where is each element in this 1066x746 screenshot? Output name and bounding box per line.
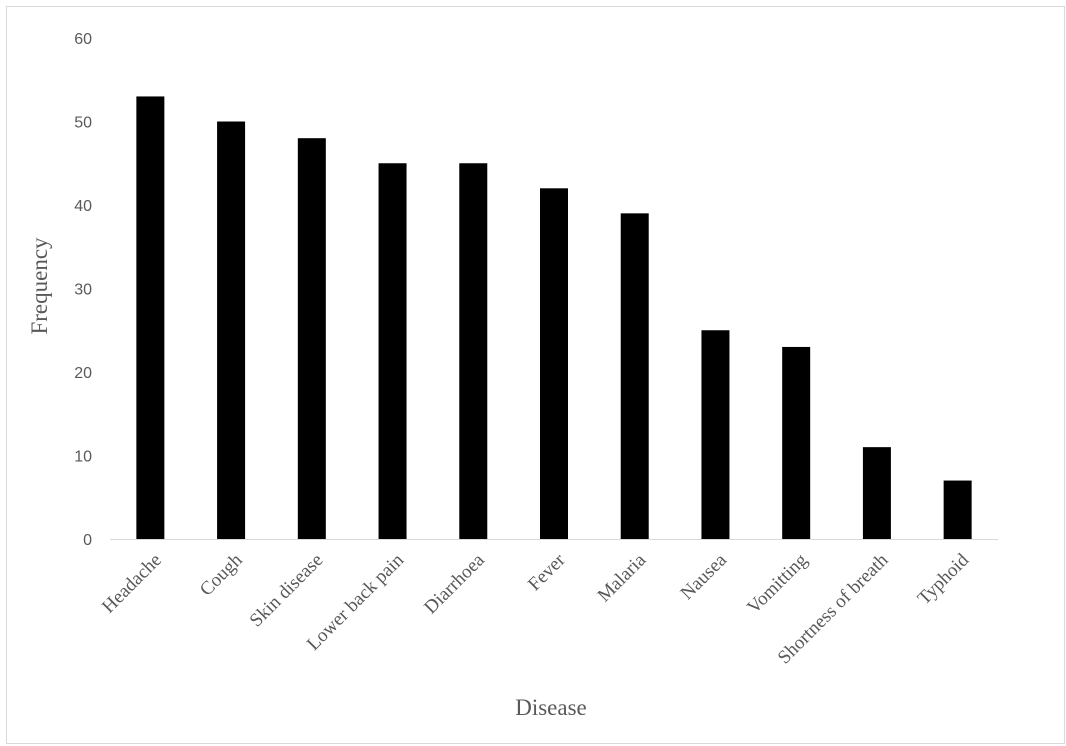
y-tick-label: 30 [74,282,92,299]
bar [540,188,568,540]
bar [459,163,488,539]
bars [136,96,972,540]
x-tick-label: Skin disease [246,550,328,632]
bar [378,163,407,539]
bar [782,346,811,539]
y-tick-label: 40 [74,198,92,215]
bar [701,330,730,539]
bar [136,96,165,539]
bar [620,213,649,539]
x-tick-label: Nausea [677,549,732,604]
x-axis-title: Disease [515,695,587,720]
x-tick-label: Vomitting [743,549,812,618]
x-tick-label: Fever [524,549,570,595]
chart-area [6,6,1065,744]
y-tick-label: 0 [83,532,92,549]
x-tick-label: Diarrhoea [420,549,489,618]
x-tick-label: Typhoid [914,549,974,609]
y-axis-ticks: 0 10 20 30 40 50 60 [74,31,92,549]
y-tick-label: 50 [74,115,92,132]
x-tick-label: Headache [98,550,166,618]
y-tick-label: 20 [74,365,92,382]
x-tick-label: Malaria [594,549,651,606]
y-tick-label: 10 [74,449,92,466]
bar [862,447,891,539]
bar [943,480,972,539]
y-tick-label: 60 [74,31,92,48]
x-tick-label: Cough [196,549,247,600]
bar [297,138,326,539]
bar [217,121,246,539]
y-axis-title: Frequency [27,237,52,335]
